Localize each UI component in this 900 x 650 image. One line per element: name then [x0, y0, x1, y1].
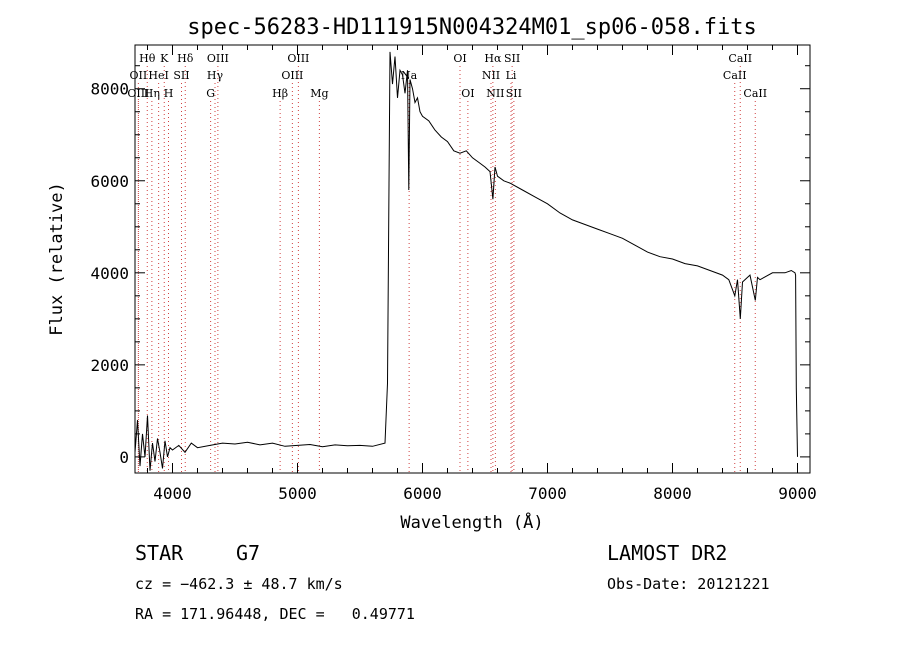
y-tick-label-0: 0	[119, 448, 129, 467]
line-label-15: NII	[482, 69, 500, 82]
obs-date-text: Obs-Date: 20121221	[607, 575, 770, 593]
line-label-1: K	[160, 52, 169, 65]
line-label-20: H	[164, 87, 174, 100]
line-label-25: NII	[486, 87, 504, 100]
line-label-6: Hα	[484, 52, 502, 65]
redshift-text: cz = −462.3 ± 48.7 km/s	[135, 575, 343, 593]
line-label-8: CaII	[728, 52, 752, 65]
line-label-10: HeI	[148, 69, 168, 82]
line-label-16: Li	[506, 69, 517, 82]
object-class: STAR	[135, 541, 184, 565]
object-subclass: G7	[236, 541, 261, 565]
y-tick-label-2000: 2000	[90, 356, 129, 375]
line-label-18: OIII	[127, 87, 149, 100]
axis-ticks: 4000 5000 6000 7000 8000 9000 0 2000 4000 6000 800…	[90, 45, 817, 503]
coordinates-text: RA = 171.96448, DEC = 0.49771	[135, 605, 415, 623]
y-tick-label-4000: 4000	[90, 264, 129, 283]
spectrum-series-line	[134, 51, 798, 471]
line-label-27: CaII	[743, 87, 767, 100]
x-tick-label-7000: 7000	[528, 484, 567, 503]
line-label-11: SII	[173, 69, 189, 82]
line-label-19: Hη	[144, 87, 160, 100]
line-label-3: OIII	[207, 52, 229, 65]
x-tick-label-4000: 4000	[153, 484, 192, 503]
line-label-17: CaII	[723, 69, 747, 82]
line-label-7: SII	[504, 52, 520, 65]
line-label-26: SII	[506, 87, 522, 100]
line-label-0: Hθ	[139, 52, 156, 65]
line-label-12: Hγ	[207, 69, 224, 82]
y-tick-label-6000: 6000	[90, 172, 129, 191]
x-axis-label: Wavelength (Å)	[400, 511, 543, 533]
y-tick-label-8000: 8000	[90, 80, 129, 99]
line-label-23: Mg	[310, 87, 328, 100]
line-label-2: Hδ	[177, 52, 194, 65]
x-tick-label-5000: 5000	[278, 484, 317, 503]
y-axis-label: Flux (relative)	[47, 182, 67, 336]
plot-frame	[134, 44, 811, 474]
line-label-21: G	[206, 87, 215, 100]
line-label-9: OII	[130, 69, 148, 82]
line-label-22: Hβ	[272, 87, 288, 100]
line-label-5: OI	[453, 52, 466, 65]
x-tick-label-8000: 8000	[653, 484, 692, 503]
line-label-24: OI	[461, 87, 474, 100]
survey-label: LAMOST DR2	[607, 541, 728, 565]
line-label-4: OIII	[287, 52, 309, 65]
chart-title: spec-56283-HD111915N004324M01_sp06-058.f…	[187, 15, 757, 40]
line-label-14: Na	[401, 69, 418, 82]
x-tick-label-9000: 9000	[778, 484, 817, 503]
line-label-13: OIII	[281, 69, 303, 82]
x-tick-label-6000: 6000	[403, 484, 442, 503]
